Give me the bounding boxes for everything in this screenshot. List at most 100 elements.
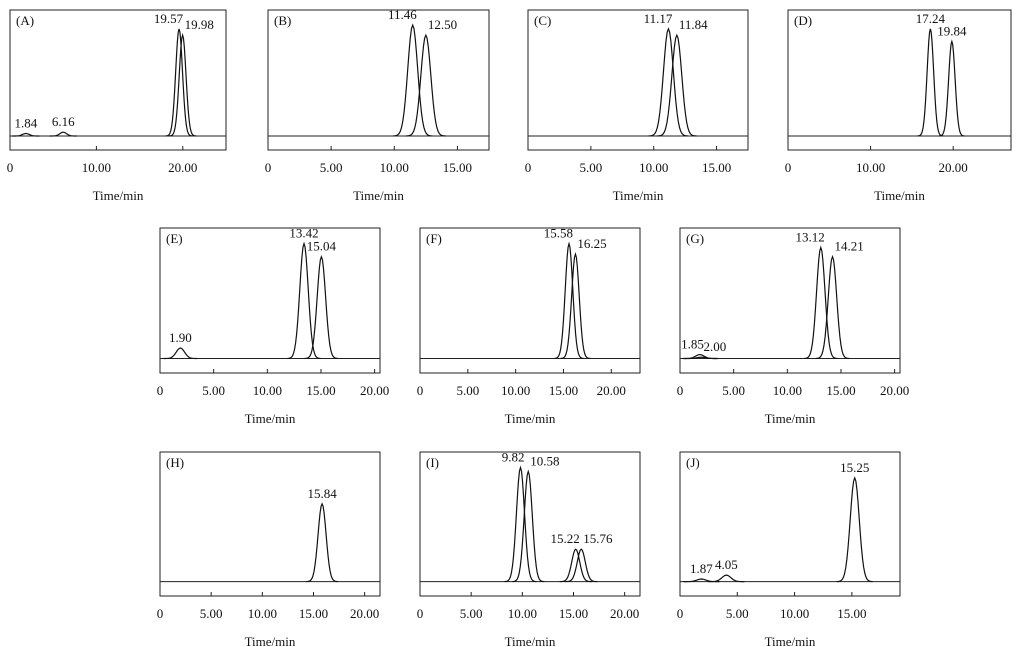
plot-frame xyxy=(787,9,1012,151)
x-tick-label: 10.00 xyxy=(773,383,802,398)
peak xyxy=(553,241,585,360)
plot-frame xyxy=(679,451,901,597)
peak xyxy=(504,465,537,583)
x-axis-label: Time/min xyxy=(874,188,925,203)
peak xyxy=(708,574,745,583)
peak-label: 19.57 xyxy=(154,11,184,26)
panel-label: (D) xyxy=(794,13,812,28)
x-axis-label: Time/min xyxy=(353,188,404,203)
panel-label: (G) xyxy=(686,231,704,246)
peak-label: 16.25 xyxy=(577,236,606,251)
peak xyxy=(392,23,433,137)
x-tick-label: 0 xyxy=(157,606,164,621)
peak-label: 15.84 xyxy=(307,486,337,501)
peak-label: 4.05 xyxy=(715,557,738,572)
peak xyxy=(169,32,197,137)
panel-label: (A) xyxy=(16,13,34,28)
peak-label: 13.42 xyxy=(289,226,318,241)
peak xyxy=(49,131,77,137)
x-tick-label: 10.00 xyxy=(501,383,530,398)
x-tick-label: 5.00 xyxy=(200,606,223,621)
x-tick-label: 0 xyxy=(785,160,792,175)
peak xyxy=(648,27,689,137)
peak xyxy=(815,254,850,360)
panel-label: (I) xyxy=(426,455,439,470)
plot-frame xyxy=(679,227,901,374)
x-tick-label: 20.00 xyxy=(610,606,639,621)
x-tick-label: 5.00 xyxy=(456,383,479,398)
peak xyxy=(306,502,339,583)
peak xyxy=(657,33,697,137)
plot-frame xyxy=(267,9,490,151)
panel-label: (J) xyxy=(686,455,700,470)
x-tick-label: 20.00 xyxy=(597,383,626,398)
x-tick-label: 5.00 xyxy=(202,383,225,398)
peak xyxy=(938,39,965,137)
x-tick-label: 15.00 xyxy=(702,160,731,175)
x-tick-label: 5.00 xyxy=(460,606,483,621)
x-tick-label: 10.00 xyxy=(380,160,409,175)
panel-label: (C) xyxy=(534,13,551,28)
x-tick-label: 10.00 xyxy=(508,606,537,621)
peak xyxy=(836,476,873,583)
x-tick-label: 20.00 xyxy=(939,160,968,175)
x-axis-label: Time/min xyxy=(765,634,816,647)
x-tick-label: 5.00 xyxy=(320,160,343,175)
x-tick-label: 5.00 xyxy=(579,160,602,175)
peak-label: 13.12 xyxy=(796,230,825,245)
peak xyxy=(565,548,598,583)
panel-label: (H) xyxy=(166,455,184,470)
x-tick-label: 10.00 xyxy=(248,606,277,621)
x-tick-label: 20.00 xyxy=(168,160,197,175)
x-tick-label: 10.00 xyxy=(82,160,111,175)
x-tick-label: 0 xyxy=(417,383,424,398)
x-tick-label: 10.00 xyxy=(780,606,809,621)
x-tick-label: 0 xyxy=(157,383,164,398)
x-tick-label: 15.00 xyxy=(306,383,335,398)
x-tick-label: 0 xyxy=(677,606,684,621)
peak xyxy=(559,548,592,583)
peak xyxy=(917,28,944,137)
x-tick-label: 15.00 xyxy=(299,606,328,621)
x-axis-label: Time/min xyxy=(245,411,296,426)
x-tick-label: 0 xyxy=(677,383,684,398)
peak xyxy=(163,347,198,360)
plot-frame xyxy=(159,227,381,374)
peak-label: 19.84 xyxy=(937,23,967,38)
peak xyxy=(512,469,545,583)
peak xyxy=(12,132,40,137)
x-axis-label: Time/min xyxy=(613,188,664,203)
peak-label: 2.00 xyxy=(703,339,726,354)
peak-label: 1.87 xyxy=(690,561,713,576)
x-tick-label: 15.00 xyxy=(559,606,588,621)
x-tick-label: 15.00 xyxy=(549,383,578,398)
peak xyxy=(560,251,591,360)
peak xyxy=(803,245,838,360)
plot-frame xyxy=(527,9,749,151)
panel-label: (B) xyxy=(274,13,291,28)
x-tick-label: 10.00 xyxy=(639,160,668,175)
peak-label: 17.24 xyxy=(916,11,946,26)
x-axis-label: Time/min xyxy=(505,411,556,426)
plot-frame xyxy=(419,451,641,597)
peak xyxy=(406,33,446,137)
peak-label: 1.84 xyxy=(15,115,38,130)
x-axis-label: Time/min xyxy=(245,634,296,647)
peak-label: 1.90 xyxy=(169,330,192,345)
peak-label: 11.84 xyxy=(679,17,708,32)
x-tick-label: 5.00 xyxy=(722,383,745,398)
x-tick-label: 0 xyxy=(265,160,272,175)
peak-label: 6.16 xyxy=(52,114,75,129)
peak xyxy=(304,254,339,360)
x-tick-label: 20.00 xyxy=(880,383,909,398)
peak-label: 14.21 xyxy=(834,239,863,254)
peak-label: 11.46 xyxy=(388,7,417,22)
panel-label: (E) xyxy=(166,231,183,246)
plot-frame xyxy=(9,9,227,151)
peak-label: 15.04 xyxy=(307,239,337,254)
peak-label: 12.50 xyxy=(428,17,457,32)
x-tick-label: 15.00 xyxy=(837,606,866,621)
peak xyxy=(287,241,321,360)
x-axis-label: Time/min xyxy=(93,188,144,203)
